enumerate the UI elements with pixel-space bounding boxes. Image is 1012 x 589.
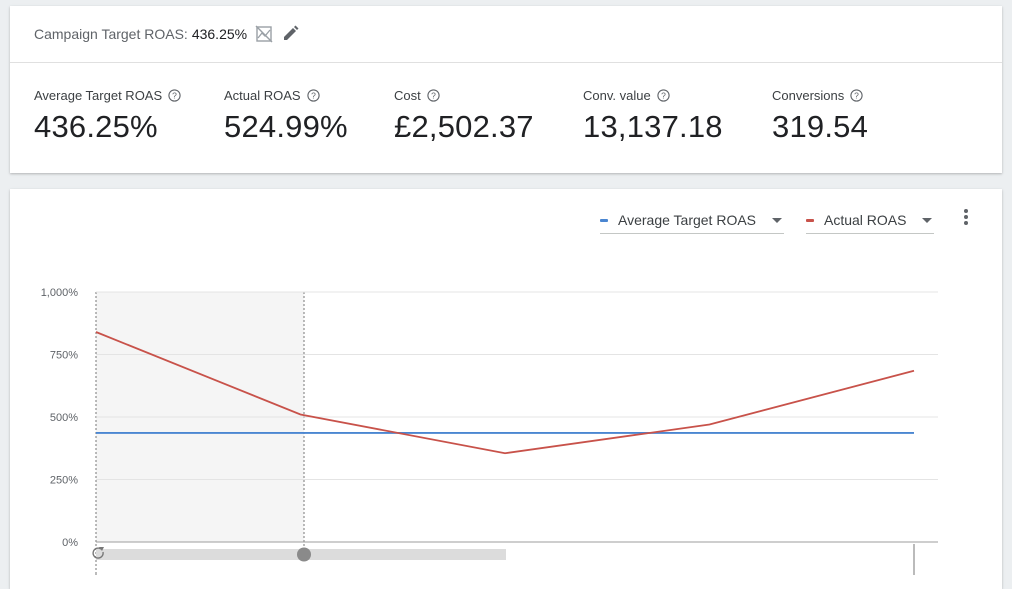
svg-text:?: ? bbox=[172, 91, 177, 101]
chevron-down-icon bbox=[772, 217, 783, 223]
y-tick-label: 250% bbox=[50, 475, 78, 487]
y-tick-label: 500% bbox=[50, 412, 78, 424]
campaign-target-label: Campaign Target ROAS: bbox=[34, 26, 188, 42]
chart-off-icon[interactable] bbox=[255, 25, 273, 43]
series1-swatch bbox=[600, 218, 608, 222]
series1-label: Average Target ROAS bbox=[618, 212, 757, 228]
help-icon[interactable]: ? bbox=[168, 89, 181, 102]
metric-label: Conv. value bbox=[583, 88, 651, 103]
metric-value: 13,137.18 bbox=[583, 109, 723, 144]
svg-text:?: ? bbox=[854, 91, 859, 101]
y-tick-label: 750% bbox=[50, 350, 78, 362]
metric-value: 436.25% bbox=[34, 109, 158, 144]
campaign-target-value: 436.25% bbox=[191, 26, 248, 42]
metric-label: Average Target ROAS bbox=[34, 88, 163, 103]
pencil-icon[interactable] bbox=[281, 25, 299, 43]
svg-text:?: ? bbox=[431, 91, 436, 101]
metric-actual-roas: Actual ROAS ? 524.99% bbox=[224, 88, 348, 145]
help-icon[interactable]: ? bbox=[306, 89, 320, 102]
svg-text:?: ? bbox=[661, 91, 666, 101]
summary-card: Campaign Target ROAS: 436.25% Average Ta… bbox=[10, 6, 1002, 173]
reset-icon[interactable] bbox=[92, 547, 104, 559]
metric-label: Cost bbox=[394, 88, 421, 103]
y-tick-label: 1,000% bbox=[41, 287, 79, 299]
y-tick-label: 0% bbox=[62, 537, 78, 549]
metric-cost: Cost ? £2,502.37 bbox=[394, 88, 534, 145]
chevron-down-icon bbox=[922, 217, 933, 223]
help-icon[interactable]: ? bbox=[427, 89, 440, 102]
series1-selector[interactable]: Average Target ROAS bbox=[600, 207, 784, 234]
help-icon[interactable]: ? bbox=[850, 89, 863, 102]
range-slider-handle bbox=[297, 547, 311, 562]
chart-card: 1,000% 750% 500% 250% 0% Average Target ROAS… bbox=[10, 189, 1002, 589]
series2-selector[interactable]: Actual ROAS bbox=[806, 207, 934, 234]
series2-label: Actual ROAS bbox=[824, 212, 907, 228]
metric-avg-target-roas: Average Target ROAS ? 436.25% bbox=[34, 88, 181, 145]
metric-value: £2,502.37 bbox=[394, 109, 534, 144]
metric-label: Conversions bbox=[772, 88, 845, 103]
svg-text:?: ? bbox=[311, 91, 316, 101]
roas-line-chart: 1,000% 750% 500% 250% 0% bbox=[41, 287, 938, 575]
series-actual-roas-line bbox=[95, 331, 915, 455]
metric-label: Actual ROAS bbox=[224, 88, 301, 103]
more-vert-icon[interactable] bbox=[960, 207, 972, 227]
series2-swatch bbox=[806, 218, 814, 222]
metric-conversions: Conversions ? 319.54 bbox=[772, 88, 868, 145]
metric-value: 319.54 bbox=[772, 109, 869, 144]
help-icon[interactable]: ? bbox=[657, 89, 670, 102]
metric-conv-value: Conv. value ? 13,137.18 bbox=[583, 88, 723, 145]
metric-value: 524.99% bbox=[224, 109, 348, 144]
campaign-target-row: Campaign Target ROAS: 436.25% bbox=[10, 6, 1002, 63]
